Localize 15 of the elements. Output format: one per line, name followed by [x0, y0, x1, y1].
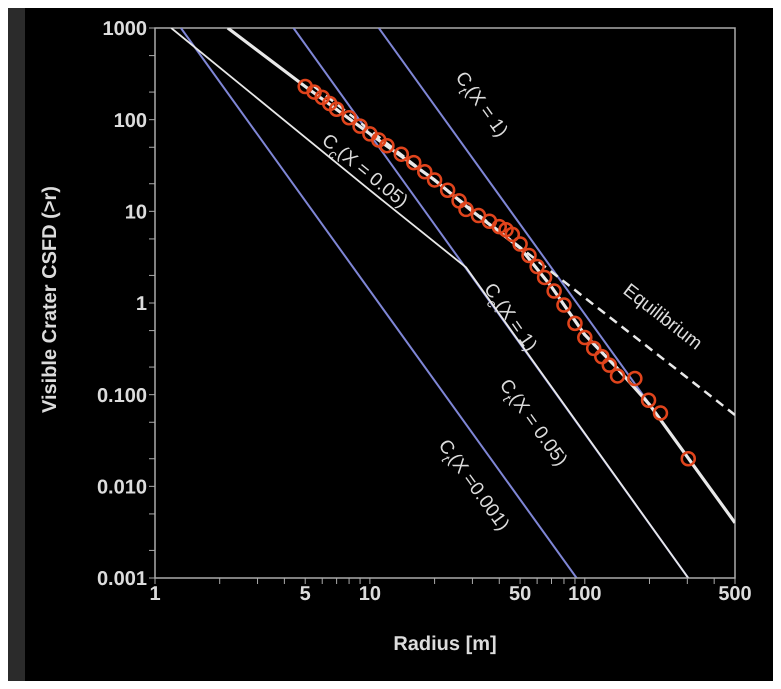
y-tick-label: 1 [136, 293, 147, 316]
y-axis-title: Visible Crater CSFD (>r) [39, 186, 62, 413]
x-tick-label: 500 [718, 583, 752, 606]
x-tick-label: 100 [568, 583, 602, 606]
x-tick-label: 1 [149, 583, 161, 606]
y-tick-label: 0.001 [96, 568, 147, 590]
x-tick-label: 10 [358, 583, 382, 606]
y-tick-label: 100 [114, 110, 147, 132]
x-tick-label: 50 [508, 583, 532, 606]
x-tick-label: 5 [300, 583, 311, 606]
y-tick-label: 0.010 [96, 476, 147, 498]
y-tick-label: 0.100 [96, 384, 147, 407]
x-axis-title: Radius [m] [393, 633, 497, 655]
y-tick-label: 10 [124, 201, 147, 224]
y-tick-label: 1000 [102, 18, 147, 40]
